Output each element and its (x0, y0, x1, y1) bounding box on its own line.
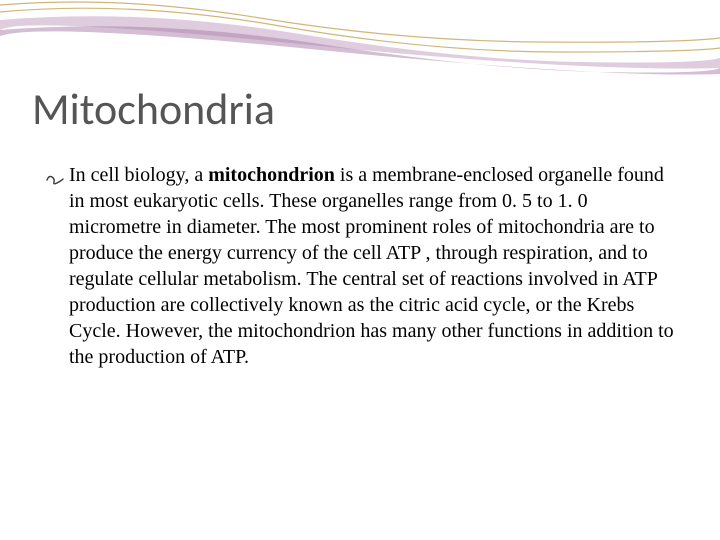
body-paragraph: In cell biology, a mitochondrion is a me… (46, 162, 682, 370)
bold-term: mitochondrion (208, 164, 335, 186)
decorative-wave (0, 0, 720, 90)
page-title: Mitochondria (32, 82, 275, 136)
scribble-bullet-icon (46, 168, 64, 194)
text-suffix: is a membrane-enclosed organelle found i… (69, 164, 674, 368)
text-prefix: In cell biology, a (69, 164, 208, 186)
paragraph-text: In cell biology, a mitochondrion is a me… (69, 162, 682, 370)
